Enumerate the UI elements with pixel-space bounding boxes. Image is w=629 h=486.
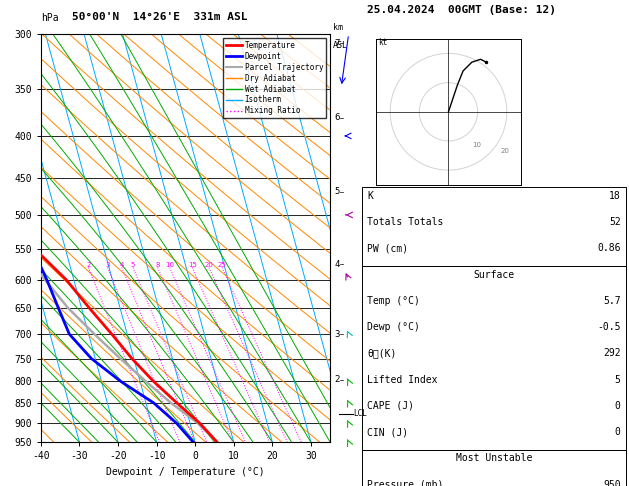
Text: 25: 25	[218, 261, 226, 267]
Text: 15: 15	[188, 261, 197, 267]
Text: Surface: Surface	[473, 270, 515, 280]
Text: θᴇ(K): θᴇ(K)	[367, 348, 396, 359]
Text: 5: 5	[131, 261, 135, 267]
Text: Most Unstable: Most Unstable	[455, 453, 532, 464]
Text: 10: 10	[165, 261, 174, 267]
Text: Dewp (°C): Dewp (°C)	[367, 322, 420, 332]
Text: hPa: hPa	[41, 13, 58, 23]
Text: 18: 18	[609, 191, 621, 201]
Text: LCL: LCL	[353, 409, 367, 418]
Text: 2: 2	[335, 375, 340, 384]
Text: CAPE (J): CAPE (J)	[367, 401, 414, 411]
Text: 0.86: 0.86	[597, 243, 621, 254]
Text: 20: 20	[501, 148, 510, 154]
Text: 292: 292	[603, 348, 621, 359]
Text: ASL: ASL	[333, 41, 348, 50]
Text: 4: 4	[335, 260, 340, 269]
Text: 2: 2	[86, 261, 91, 267]
Text: 8: 8	[155, 261, 160, 267]
Text: 5: 5	[335, 187, 340, 196]
Text: 7: 7	[335, 39, 340, 48]
Text: 5.7: 5.7	[603, 296, 621, 306]
Text: 5: 5	[615, 375, 621, 385]
Text: km: km	[333, 23, 343, 32]
Text: 52: 52	[609, 217, 621, 227]
Text: 3: 3	[105, 261, 110, 267]
Text: Temp (°C): Temp (°C)	[367, 296, 420, 306]
Legend: Temperature, Dewpoint, Parcel Trajectory, Dry Adiabat, Wet Adiabat, Isotherm, Mi: Temperature, Dewpoint, Parcel Trajectory…	[223, 38, 326, 119]
Text: CIN (J): CIN (J)	[367, 427, 408, 437]
Text: Lifted Index: Lifted Index	[367, 375, 437, 385]
X-axis label: Dewpoint / Temperature (°C): Dewpoint / Temperature (°C)	[106, 467, 265, 477]
Text: 50°00'N  14°26'E  331m ASL: 50°00'N 14°26'E 331m ASL	[72, 12, 248, 22]
Text: 20: 20	[204, 261, 213, 267]
Text: 0: 0	[615, 401, 621, 411]
Text: Totals Totals: Totals Totals	[367, 217, 443, 227]
Text: 3: 3	[335, 330, 340, 339]
Text: Pressure (mb): Pressure (mb)	[367, 480, 443, 486]
Text: 25.04.2024  00GMT (Base: 12): 25.04.2024 00GMT (Base: 12)	[367, 5, 556, 15]
Text: 0: 0	[615, 427, 621, 437]
Text: 950: 950	[603, 480, 621, 486]
Text: -0.5: -0.5	[597, 322, 621, 332]
Text: 10: 10	[472, 142, 481, 148]
Text: 4: 4	[120, 261, 124, 267]
Text: K: K	[367, 191, 373, 201]
Text: PW (cm): PW (cm)	[367, 243, 408, 254]
Text: 6: 6	[335, 113, 340, 122]
Text: kt: kt	[379, 38, 387, 47]
